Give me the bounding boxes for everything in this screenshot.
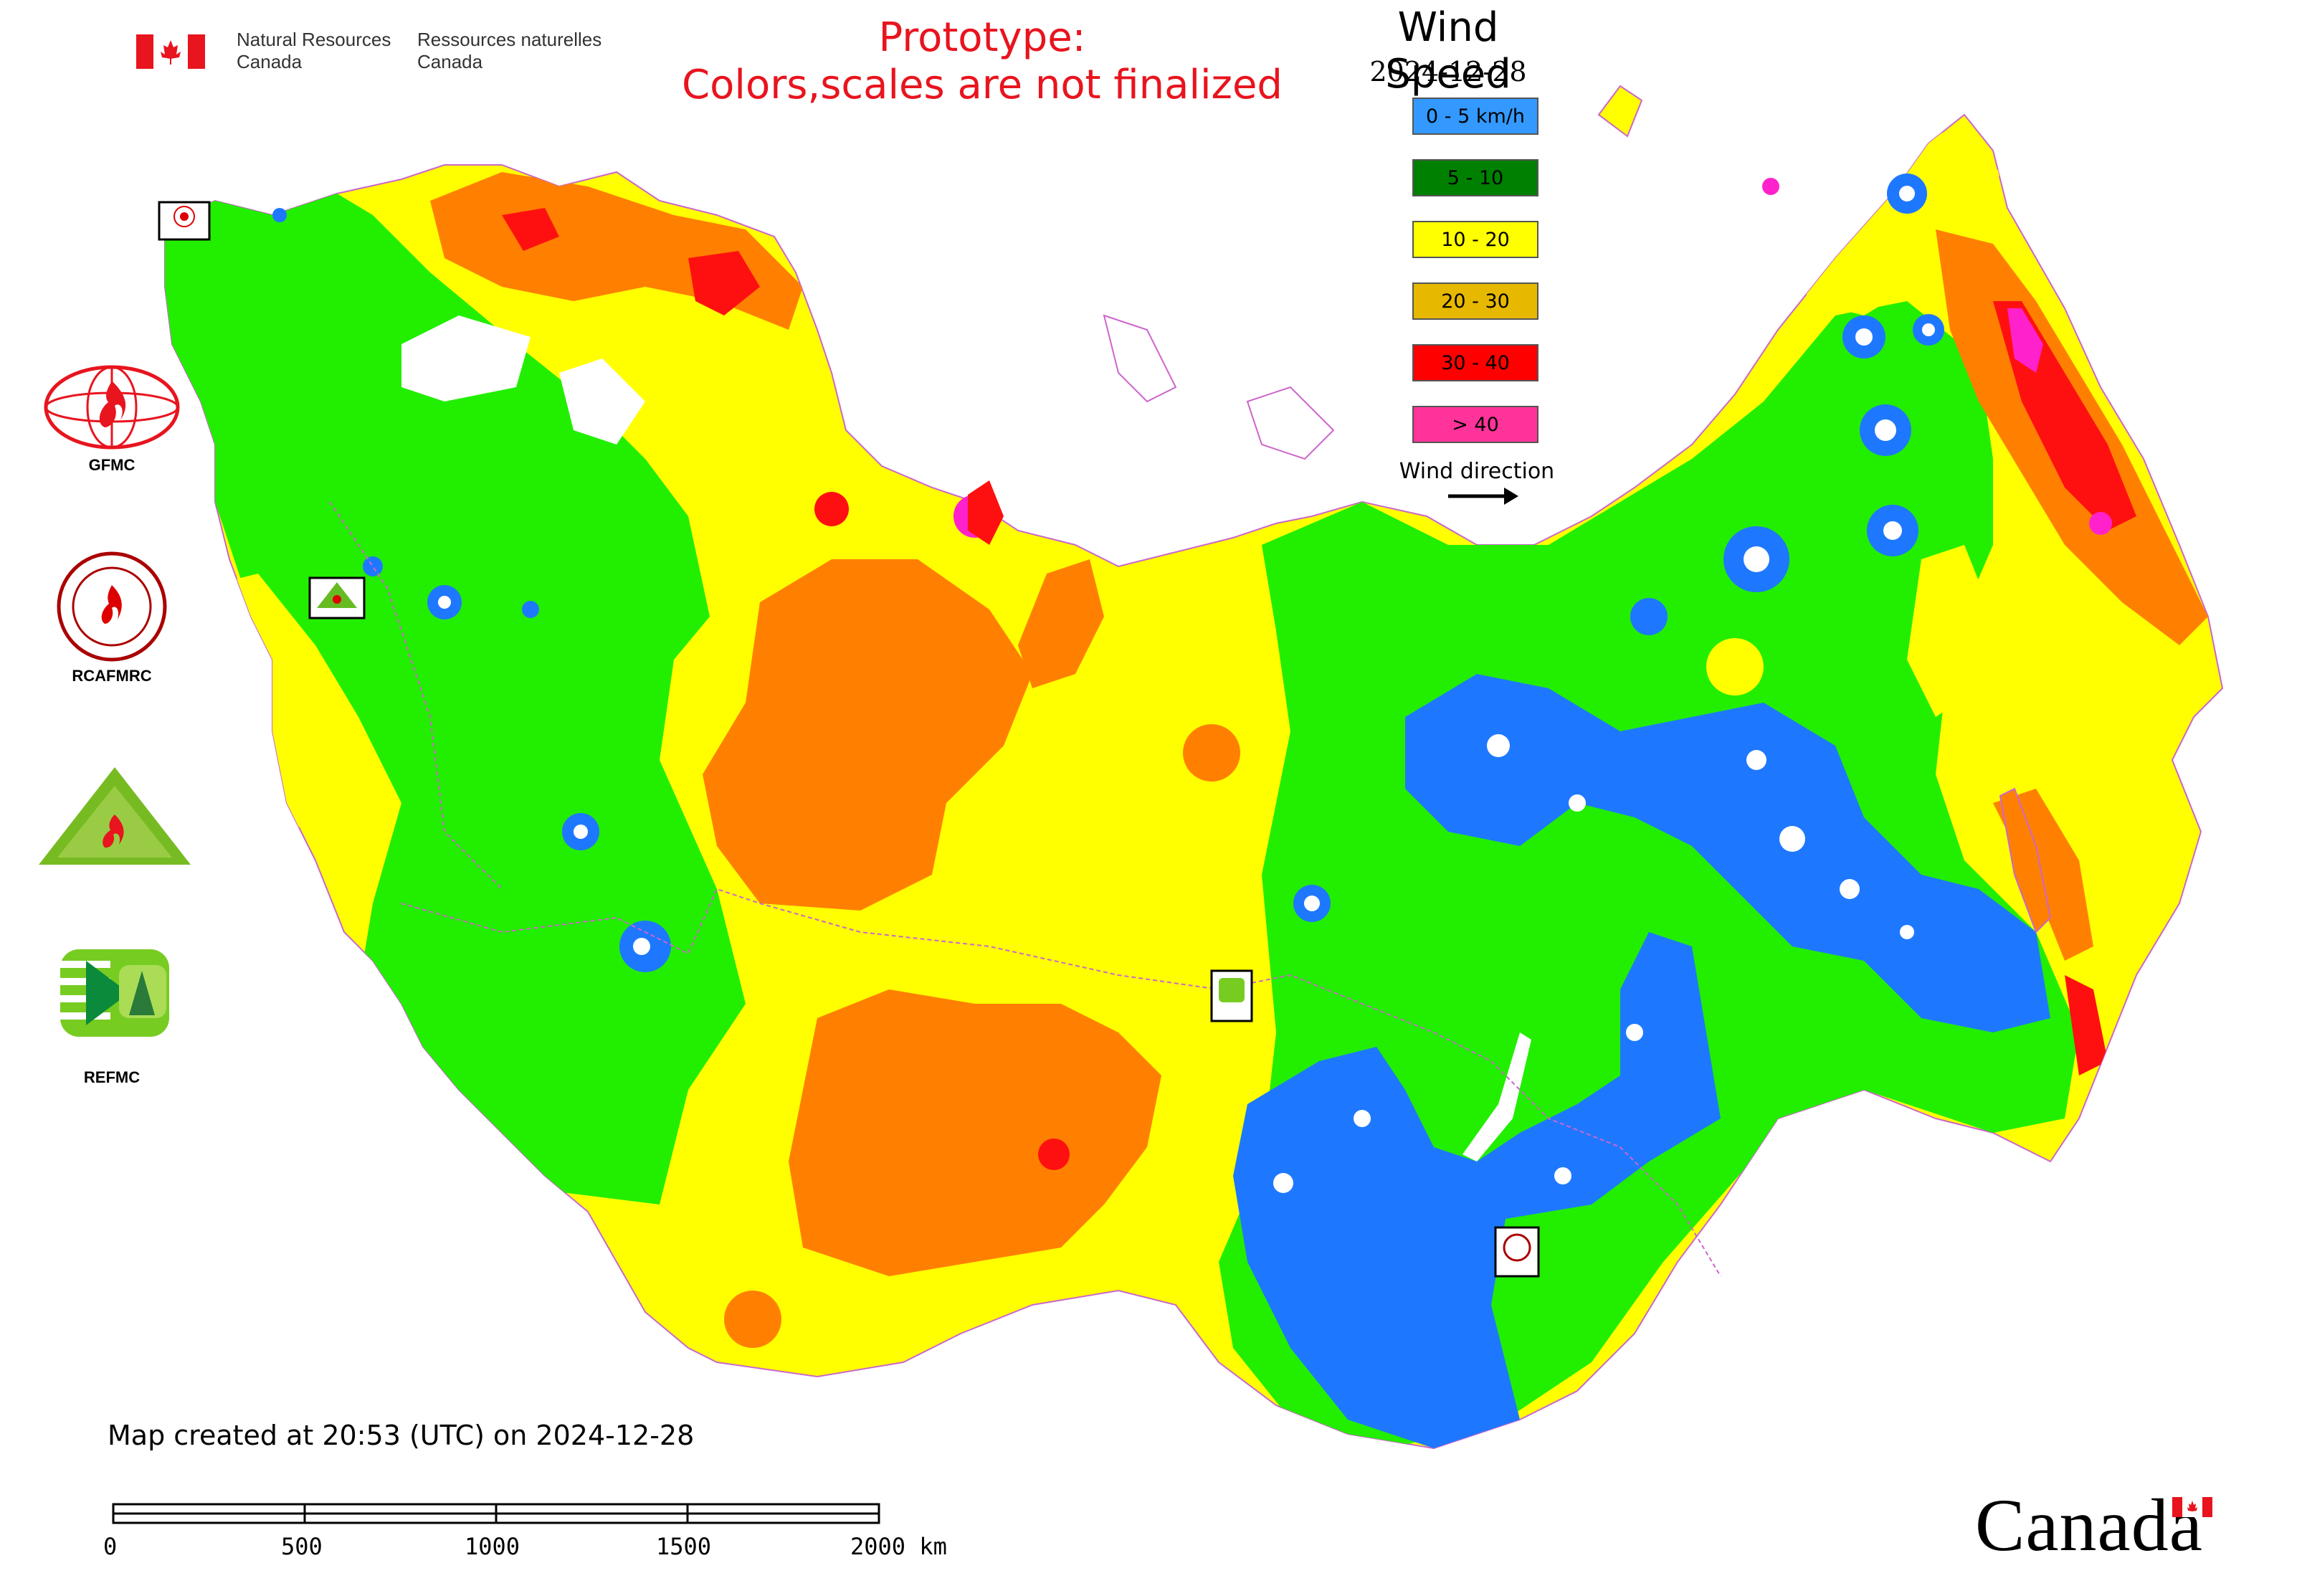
legend-item-30-40: 30 - 40 (1412, 344, 1538, 381)
island-arctic-outline (1103, 314, 1335, 460)
map-marker-gfmc (158, 201, 211, 241)
zone-kamchatka-magenta (2007, 308, 2043, 373)
zone-taymyr-orange (1018, 559, 1104, 688)
refmc-logo-icon (60, 949, 169, 1037)
department-name-en: Natural Resources Canada (237, 29, 391, 73)
lake-ladoga (401, 315, 531, 402)
zone-kola-red (502, 208, 559, 251)
zone-okhotsk-yellow (1907, 545, 1993, 717)
zone-south-orange (789, 989, 1161, 1276)
department-en-line2: Canada (237, 51, 303, 72)
zone-east-blue-b (1233, 932, 1721, 1448)
map-marker-rcafmrc (1494, 1226, 1540, 1278)
reefmc-logo-icon (39, 767, 191, 865)
rcafmrc-label: RCAFMRC (72, 667, 152, 685)
island-novaya-zemlya (968, 480, 1004, 545)
lake-onega (559, 358, 645, 445)
scale-bar (112, 1503, 880, 1524)
calm-spots (272, 174, 1944, 1193)
department-fr-line1: Ressources naturelles (417, 29, 602, 50)
prototype-line1: Prototype: (878, 14, 1086, 61)
zone-south-red (2065, 975, 2108, 1075)
island-sakhalin (1999, 787, 2052, 934)
legend-date: 2024-12-28 (1369, 56, 1527, 87)
legend-item-10-20: 10 - 20 (1412, 221, 1538, 258)
gfmc-label: GFMC (88, 456, 135, 474)
scale-label-1000: 1000 (465, 1533, 520, 1560)
wordmark-flag-icon (2172, 1497, 2212, 1517)
country-borders (329, 501, 1721, 1277)
scale-label-500: 500 (281, 1533, 323, 1560)
map-marker-reefmc (308, 576, 366, 619)
refmc-label: REFMC (83, 1068, 141, 1086)
legend-item-20-30: 20 - 30 (1412, 282, 1538, 320)
canada-wordmark: Canada (1975, 1484, 2203, 1567)
department-fr-line2: Canada (417, 51, 483, 72)
legend-item-5-10: 5 - 10 (1412, 159, 1538, 196)
zone-kola-red2 (688, 251, 760, 315)
department-name-fr: Ressources naturelles Canada (417, 29, 601, 73)
map-created-timestamp: Map created at 20:53 (UTC) on 2024-12-28 (108, 1420, 695, 1451)
wind-direction-label: Wind direction (1399, 459, 1555, 484)
canada-flag-icon (136, 34, 205, 69)
wind-spots (724, 178, 2112, 1348)
scale-label-0: 0 (103, 1533, 118, 1560)
zone-central-orange (703, 559, 1032, 911)
lake-baikal (1462, 1032, 1531, 1162)
prototype-notice: Prototype: Colors,scales are not finaliz… (674, 14, 1290, 109)
rcafmrc-logo-icon (57, 551, 167, 662)
zone-fareast-yellow (1807, 129, 2000, 315)
scale-label-2000: 2000 km (850, 1533, 947, 1560)
legend-item-0-5: 0 - 5 km/h (1412, 98, 1538, 135)
gfmc-logo-icon (44, 365, 180, 450)
map-marker-refmc (1210, 969, 1253, 1022)
legend-item-over-40: > 40 (1412, 406, 1538, 443)
prototype-line2: Colors,scales are not finalized (682, 62, 1283, 108)
zone-east-blue-a (1405, 674, 2050, 1032)
legend-title: Wind Speed (1385, 4, 1511, 98)
scale-label-1500: 1500 (656, 1533, 712, 1560)
department-en-line1: Natural Resources (237, 29, 391, 50)
wind-direction-arrow (1448, 488, 1518, 505)
